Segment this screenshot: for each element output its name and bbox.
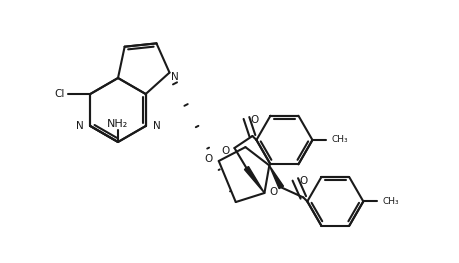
Text: CH₃: CH₃ [331,135,347,144]
Polygon shape [244,166,264,193]
Text: O: O [269,188,277,198]
Text: O: O [299,176,307,186]
Text: N: N [152,121,160,131]
Text: N: N [75,121,83,131]
Text: Cl: Cl [54,89,64,99]
Text: N: N [171,72,179,82]
Polygon shape [269,165,283,189]
Text: CH₃: CH₃ [381,197,398,206]
Text: O: O [204,154,213,164]
Text: NH₂: NH₂ [107,119,129,129]
Text: O: O [250,115,258,125]
Text: O: O [221,146,229,156]
